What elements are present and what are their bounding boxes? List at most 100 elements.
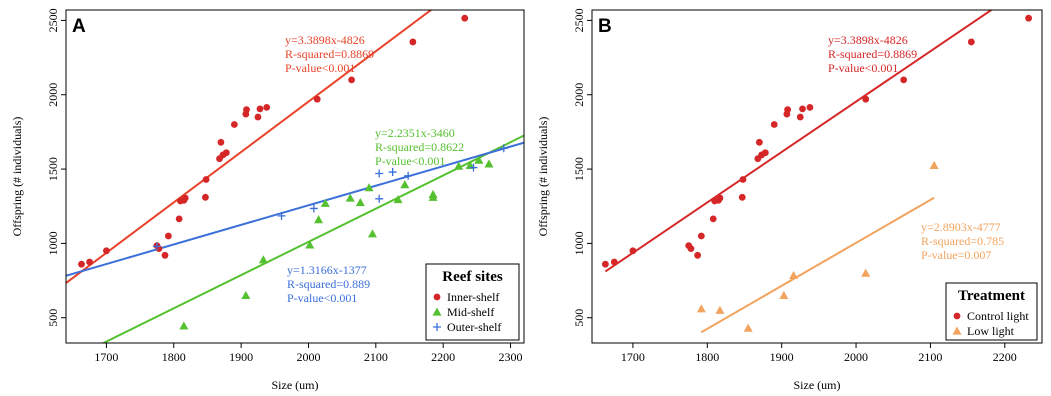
y-tick-label: 1000: [572, 231, 586, 255]
x-tick-label: 2100: [918, 350, 942, 364]
y-tick-label: 2000: [572, 83, 586, 107]
legend-marker-control-light: [953, 312, 961, 320]
point-control-light: [900, 76, 908, 84]
point-inner-shelf: [164, 232, 172, 240]
point-inner-shelf: [181, 194, 189, 202]
legend-label-low-light: Low light: [967, 324, 1015, 338]
legend-title: Reef sites: [442, 269, 503, 285]
point-control-light: [862, 95, 870, 103]
x-axis-label: Size (um): [272, 378, 319, 392]
legend-label-inner-shelf: Inner-shelf: [447, 290, 499, 304]
x-tick-label: 1900: [229, 350, 253, 364]
y-tick-label: 2000: [46, 83, 60, 107]
point-mid-shelf: [355, 198, 365, 207]
point-control-light: [697, 232, 705, 240]
point-control-light: [687, 245, 695, 253]
point-outer-shelf: [375, 169, 384, 178]
panel-b: 1700 1800 1900 2000 2100 2200 500 1000 1500 2000 2…: [536, 8, 1043, 392]
point-inner-shelf: [222, 149, 230, 157]
point-mid-shelf: [474, 155, 484, 164]
point-mid-shelf: [465, 160, 475, 169]
x-tick-label: 2300: [499, 350, 523, 364]
point-inner-shelf: [78, 260, 85, 268]
point-inner-shelf: [243, 106, 250, 114]
legend-label-mid-shelf: Mid-shelf: [447, 305, 494, 319]
point-control-light: [629, 247, 637, 255]
point-mid-shelf: [258, 255, 268, 264]
point-low-light: [929, 160, 939, 169]
point-mid-shelf: [241, 290, 251, 300]
point-inner-shelf: [256, 105, 264, 113]
y-tick-label: 1000: [46, 231, 60, 255]
y-tick-label: 1500: [572, 157, 586, 181]
point-outer-shelf: [404, 171, 413, 180]
point-inner-shelf: [409, 38, 417, 46]
point-inner-shelf: [254, 113, 262, 121]
annotation-line: P-value<0.001: [828, 61, 898, 75]
point-control-light: [770, 121, 778, 128]
annotation-line: P-value<0.001: [287, 291, 357, 305]
point-mid-shelf: [314, 215, 324, 224]
point-low-light: [779, 290, 789, 300]
plot-frame: [65, 9, 525, 344]
panel-label: B: [598, 16, 612, 37]
point-control-light: [739, 176, 747, 183]
point-control-light: [738, 193, 746, 201]
point-inner-shelf: [202, 193, 209, 201]
point-outer-shelf: [499, 144, 508, 153]
point-outer-shelf: [152, 242, 161, 251]
annotation-control-light: y=3.3898x-4826 R-squared=0.8869 P-value<0.…: [828, 33, 917, 75]
point-mid-shelf: [320, 198, 330, 207]
point-outer-shelf: [388, 168, 397, 177]
point-low-light: [715, 305, 725, 314]
point-control-light: [716, 194, 724, 202]
fit-line-inner-shelf: [66, 10, 433, 284]
annotation-line: y=1.3166x-1377: [287, 263, 367, 277]
legend: Reef sites Inner-shelfMid-shelfOuter-shel…: [425, 263, 520, 341]
legend-label-control-light: Control light: [967, 309, 1029, 323]
annotation-line: y=3.3898x-4826: [285, 33, 365, 47]
point-outer-shelf: [309, 204, 318, 213]
panel-a: 1700 1800 1900 2000 2100 2200 2300 500 1000 1500 2…: [10, 8, 525, 392]
legend-marker-outer-shelf: [433, 323, 441, 331]
x-tick-label: 2000: [296, 350, 320, 364]
point-control-light: [799, 105, 806, 113]
annotation-inner-shelf: y=3.3898x-4826 R-squared=0.8869 P-value<0.…: [285, 33, 374, 75]
y-tick-label: 2500: [572, 8, 586, 32]
point-mid-shelf: [393, 195, 403, 204]
point-low-light: [861, 268, 871, 277]
fit-line-low-light: [700, 196, 935, 334]
point-inner-shelf: [86, 258, 93, 266]
point-control-light: [784, 106, 792, 114]
point-inner-shelf: [202, 176, 210, 183]
point-inner-shelf: [348, 76, 355, 84]
annotation-line: R-squared=0.8869: [285, 47, 374, 61]
point-mid-shelf: [367, 229, 377, 238]
point-low-light: [743, 323, 753, 332]
y-tick-label: 2500: [46, 8, 60, 32]
point-inner-shelf: [461, 14, 469, 22]
point-control-light: [761, 149, 769, 157]
annotation-line: P-value<0.001: [375, 154, 445, 168]
point-mid-shelf: [484, 159, 494, 168]
point-mid-shelf: [454, 161, 464, 170]
legend-marker-low-light: [952, 326, 962, 335]
x-tick-label: 2000: [844, 350, 868, 364]
point-control-light: [694, 251, 702, 259]
y-tick-label: 500: [46, 309, 60, 327]
x-tick-label: 1800: [162, 350, 186, 364]
point-low-light: [789, 270, 799, 279]
annotation-low-light: y=2.8903x-4777 R-squared=0.785 P-value=0.0…: [921, 220, 1004, 262]
annotation-line: y=3.3898x-4826: [828, 33, 908, 47]
annotation-mid-shelf: y=2.2351x-3460 R-squared=0.8622 P-value<0.…: [375, 126, 464, 168]
annotation-line: y=2.2351x-3460: [375, 126, 455, 140]
point-inner-shelf: [263, 103, 271, 111]
point-inner-shelf: [175, 215, 183, 223]
annotation-line: R-squared=0.785: [921, 234, 1004, 248]
legend-box: [425, 263, 520, 341]
point-mid-shelf: [179, 321, 189, 330]
legend-box: [945, 282, 1038, 341]
annotation-line: P-value=0.007: [921, 248, 991, 262]
point-control-light: [796, 113, 804, 121]
